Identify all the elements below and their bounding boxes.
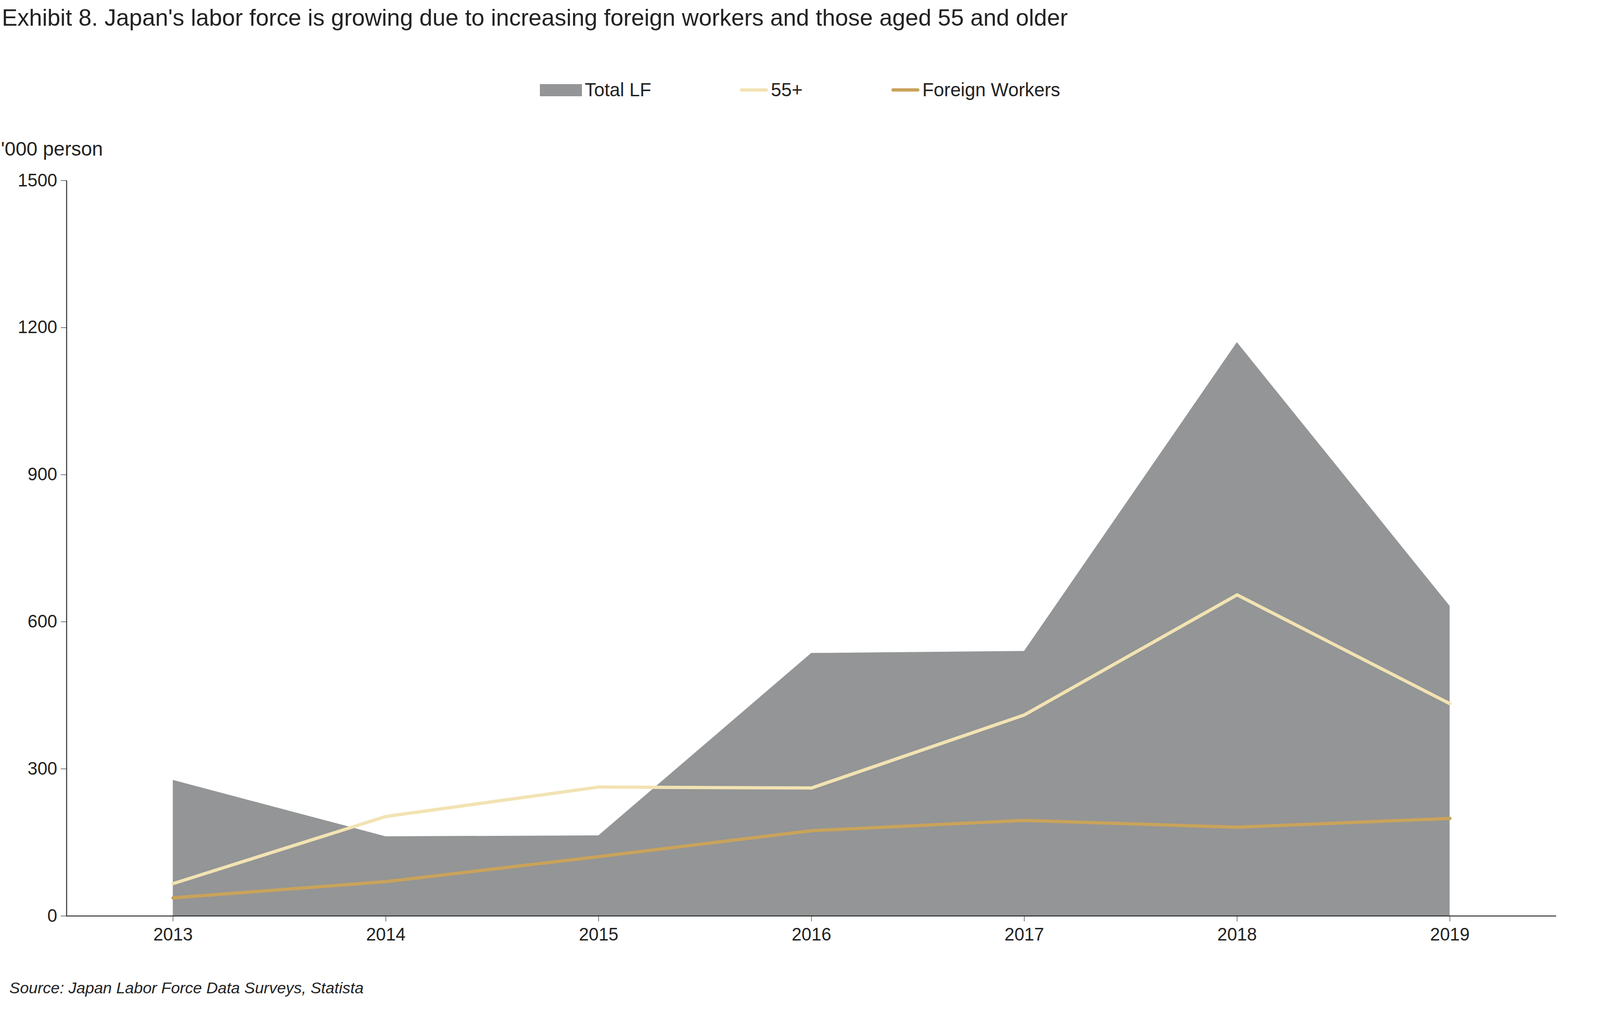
svg-text:1200: 1200: [17, 317, 58, 338]
svg-text:0: 0: [47, 906, 58, 926]
html-text:55+: 55+: [770, 79, 803, 101]
svg-text:900: 900: [27, 464, 58, 485]
svg-text:2017: 2017: [1004, 925, 1045, 945]
svg-text:2018: 2018: [1217, 925, 1257, 945]
svg-text:2015: 2015: [578, 925, 619, 945]
svg-text:2014: 2014: [365, 925, 406, 945]
html-text:Source: Japan Labor Force Data: Source: Japan Labor Force Data Surveys, …: [9, 979, 364, 998]
html-text:Foreign Workers: Foreign Workers: [922, 79, 1061, 101]
svg-text:300: 300: [27, 759, 58, 779]
html-text:Total LF: Total LF: [584, 79, 652, 101]
svg-text:2013: 2013: [153, 925, 194, 945]
svg-text:2016: 2016: [791, 925, 832, 945]
html-text:Exhibit 8. Japan's labor force: Exhibit 8. Japan's labor force is growin…: [1, 4, 1068, 31]
html-text:'000 person: '000 person: [0, 137, 103, 160]
svg-text:2019: 2019: [1430, 925, 1471, 945]
svg-text:600: 600: [27, 611, 58, 632]
svg-text:1500: 1500: [17, 170, 58, 191]
